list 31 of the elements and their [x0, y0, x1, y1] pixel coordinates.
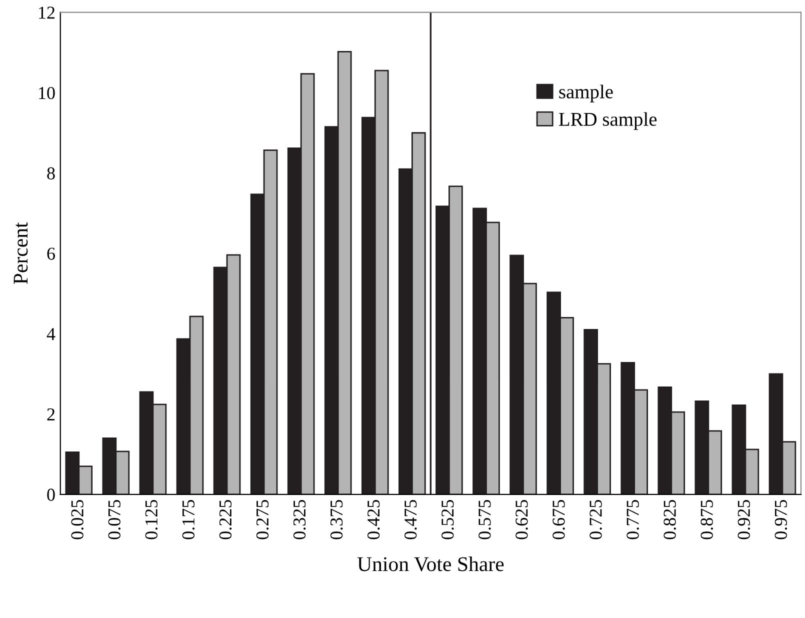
y-axis-title: Percent: [14, 222, 28, 284]
x-tick-label: 0.625: [516, 500, 528, 540]
x-tick-label: 0.375: [330, 500, 343, 540]
x-tick-label: 0.325: [293, 500, 306, 540]
y-tick-label: 6: [47, 248, 55, 260]
x-tick-label: 0.125: [145, 500, 158, 540]
y-tick-label: 0: [47, 488, 55, 501]
y-tick-label: 8: [47, 167, 55, 180]
legend-label: sample: [559, 84, 613, 102]
y-tick-label: 12: [39, 6, 55, 19]
x-tick-label: 0.275: [256, 500, 269, 540]
x-tick-label: 0.475: [404, 500, 417, 540]
y-tick-label: 2: [47, 408, 55, 420]
x-tick-label: 0.025: [71, 500, 84, 540]
x-tick-label: 0.575: [478, 500, 491, 540]
x-tick-label: 0.225: [219, 500, 232, 540]
x-tick-label: 0.425: [367, 500, 380, 540]
x-tick-label: 0.075: [108, 500, 121, 540]
x-tick-label: 0.975: [774, 500, 788, 540]
x-tick-label: 0.925: [738, 500, 750, 540]
x-tick-label: 0.525: [442, 500, 454, 540]
x-tick-label: 0.775: [626, 500, 639, 540]
x-axis-title: Union Vote Share: [357, 556, 504, 572]
y-tick-label: 4: [46, 328, 56, 340]
legend-label: LRD sample: [558, 112, 657, 130]
x-tick-label: 0.675: [552, 500, 565, 540]
x-tick-label: 0.175: [182, 500, 195, 540]
x-tick-label: 0.825: [664, 500, 676, 540]
x-tick-label: 0.875: [700, 500, 713, 540]
y-tick-label: 10: [39, 86, 55, 100]
x-tick-label: 0.725: [590, 500, 602, 540]
